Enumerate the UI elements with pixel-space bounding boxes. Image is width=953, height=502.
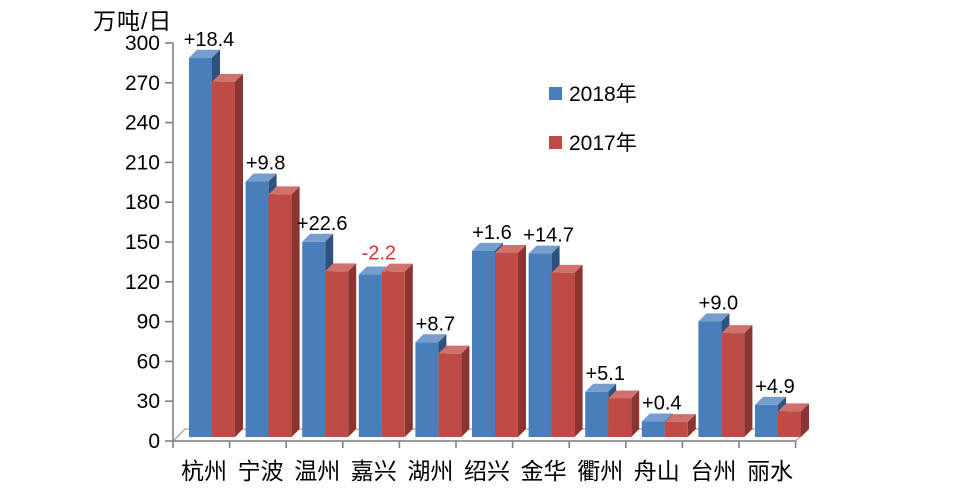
x-category-label: 宁波 [238,458,284,484]
y-tick-label: 30 [137,390,160,413]
bar-2018-9 [698,321,722,437]
bar-2017-7-top [608,390,640,399]
legend-swatch-2017-icon [549,135,562,149]
bar-2017-3-top [381,263,413,272]
bar-2018-9-top [698,313,730,322]
bar-2018-1-top [245,173,277,182]
y-tick-label: 210 [125,151,160,174]
bar-2017-7 [608,398,632,437]
x-category-label: 湖州 [407,458,453,484]
bar-2017-2 [325,271,349,437]
bar-2018-6 [528,253,552,437]
change-label: +4.9 [755,376,794,398]
bar-2018-7 [585,391,609,437]
change-label: +8.7 [416,313,455,335]
y-tick-label: 0 [148,430,160,453]
x-category-label: 温州 [294,458,340,484]
bar-2017-0 [212,81,235,437]
bar-2017-3-side [404,263,413,437]
legend-label-2017: 2017年 [569,132,637,155]
x-category-label: 舟山 [634,458,680,484]
bar-2018-10 [755,404,778,437]
x-category-label: 绍兴 [464,458,510,484]
y-tick-label: 150 [125,231,160,254]
legend: 2018年 2017年 [549,78,637,157]
bar-2017-1 [268,194,292,437]
bar-2017-6-side [574,264,583,437]
x-category-label: 杭州 [181,458,227,484]
bar-2017-4-top [438,345,470,354]
bar-2017-2-side [348,263,357,437]
y-tick-label: 60 [137,350,160,373]
bar-2017-10-top [778,403,809,412]
bar-2017-5 [495,252,518,437]
bar-2018-0-top [189,49,220,58]
bar-2017-8-side [687,414,696,437]
change-label: +9.8 [246,153,285,175]
legend-item-2018: 2018年 [549,78,637,108]
change-label: +5.1 [585,363,624,385]
change-label: +1.6 [472,222,511,244]
y-tick-label: 270 [125,72,160,95]
bar-2017-0-side [235,73,243,437]
bar-2018-5 [472,250,495,437]
bar-2018-4-top [415,334,447,343]
x-category-label: 金华 [521,458,567,484]
bar-2017-9 [721,333,745,437]
bar-2017-9-side [744,325,753,437]
bar-2017-1-top [268,186,300,195]
bar-2017-6 [551,272,575,437]
bar-2018-6-top [528,245,560,254]
legend-item-2017: 2017年 [549,127,637,157]
y-tick-label: 240 [125,112,160,135]
bar-2018-0 [189,57,212,437]
bar-2017-10 [778,411,801,437]
y-tick-label: 300 [125,32,160,55]
y-tick-label: 90 [137,311,160,334]
y-tick-label: 180 [125,191,160,214]
bar-2018-7-top [585,383,617,392]
x-category-label: 嘉兴 [351,458,397,484]
bar-2018-3 [358,274,382,437]
y-axis-unit-label: 万吨/日 [93,8,173,34]
change-label: +14.7 [523,225,574,247]
bar-2018-5-top [472,242,503,251]
x-category-label: 台州 [690,458,736,484]
change-label: +18.4 [184,29,235,51]
bar-2017-4-side [461,345,470,437]
bar-2017-10-side [801,403,809,437]
y-tick-label: 120 [125,271,160,294]
bar-2018-2-top [302,233,334,242]
bar-2018-1 [245,181,269,437]
change-label: +9.0 [699,292,738,314]
bar-2018-8-top [641,413,673,422]
bar-2018-10-top [755,396,786,405]
change-label: +22.6 [297,213,348,235]
change-label: +0.4 [642,393,681,415]
bar-2017-7-side [631,390,640,437]
bar-2017-5-side [518,244,526,437]
bar-2017-3 [381,271,405,437]
legend-swatch-2018-icon [549,86,562,100]
bar-2017-4 [438,353,462,437]
bar-2018-4 [415,342,439,437]
bar-2017-5-top [495,244,526,253]
x-category-label: 衢州 [577,458,623,484]
bar-2017-9-top [721,325,753,334]
bar-2017-2-top [325,263,357,272]
x-category-label: 丽水 [747,458,793,484]
change-label: -2.2 [362,243,396,265]
bar-2018-2 [302,241,326,437]
bar-2017-0-top [212,73,243,82]
bar-2017-8 [664,422,688,437]
bar-2018-8 [641,421,665,437]
legend-label-2018: 2018年 [569,83,637,106]
bar-2017-8-top [664,414,696,423]
bar-2017-1-side [291,186,300,437]
bar-2017-6-top [551,264,583,273]
